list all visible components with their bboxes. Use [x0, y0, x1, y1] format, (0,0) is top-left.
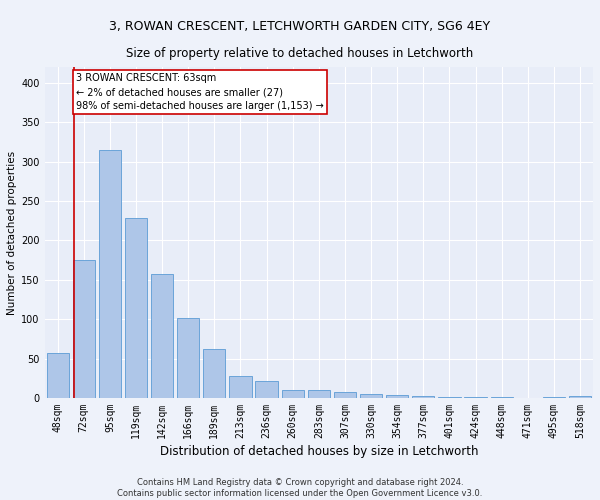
Bar [412, 396, 434, 398]
Bar [308, 390, 330, 398]
Bar [491, 397, 513, 398]
Bar [360, 394, 382, 398]
Bar [543, 397, 565, 398]
Bar [439, 397, 461, 398]
Bar [73, 260, 95, 398]
Bar [177, 318, 199, 398]
Bar [386, 395, 408, 398]
Bar [203, 349, 226, 398]
Text: Contains HM Land Registry data © Crown copyright and database right 2024.
Contai: Contains HM Land Registry data © Crown c… [118, 478, 482, 498]
Text: Size of property relative to detached houses in Letchworth: Size of property relative to detached ho… [127, 48, 473, 60]
Bar [569, 396, 591, 398]
Y-axis label: Number of detached properties: Number of detached properties [7, 150, 17, 314]
Text: 3 ROWAN CRESCENT: 63sqm
← 2% of detached houses are smaller (27)
98% of semi-det: 3 ROWAN CRESCENT: 63sqm ← 2% of detached… [76, 74, 324, 112]
Bar [464, 397, 487, 398]
Bar [281, 390, 304, 398]
X-axis label: Distribution of detached houses by size in Letchworth: Distribution of detached houses by size … [160, 445, 478, 458]
Bar [125, 218, 147, 398]
Bar [151, 274, 173, 398]
Bar [229, 376, 251, 398]
Text: 3, ROWAN CRESCENT, LETCHWORTH GARDEN CITY, SG6 4EY: 3, ROWAN CRESCENT, LETCHWORTH GARDEN CIT… [109, 20, 491, 33]
Bar [99, 150, 121, 398]
Bar [334, 392, 356, 398]
Bar [47, 353, 69, 398]
Bar [256, 380, 278, 398]
